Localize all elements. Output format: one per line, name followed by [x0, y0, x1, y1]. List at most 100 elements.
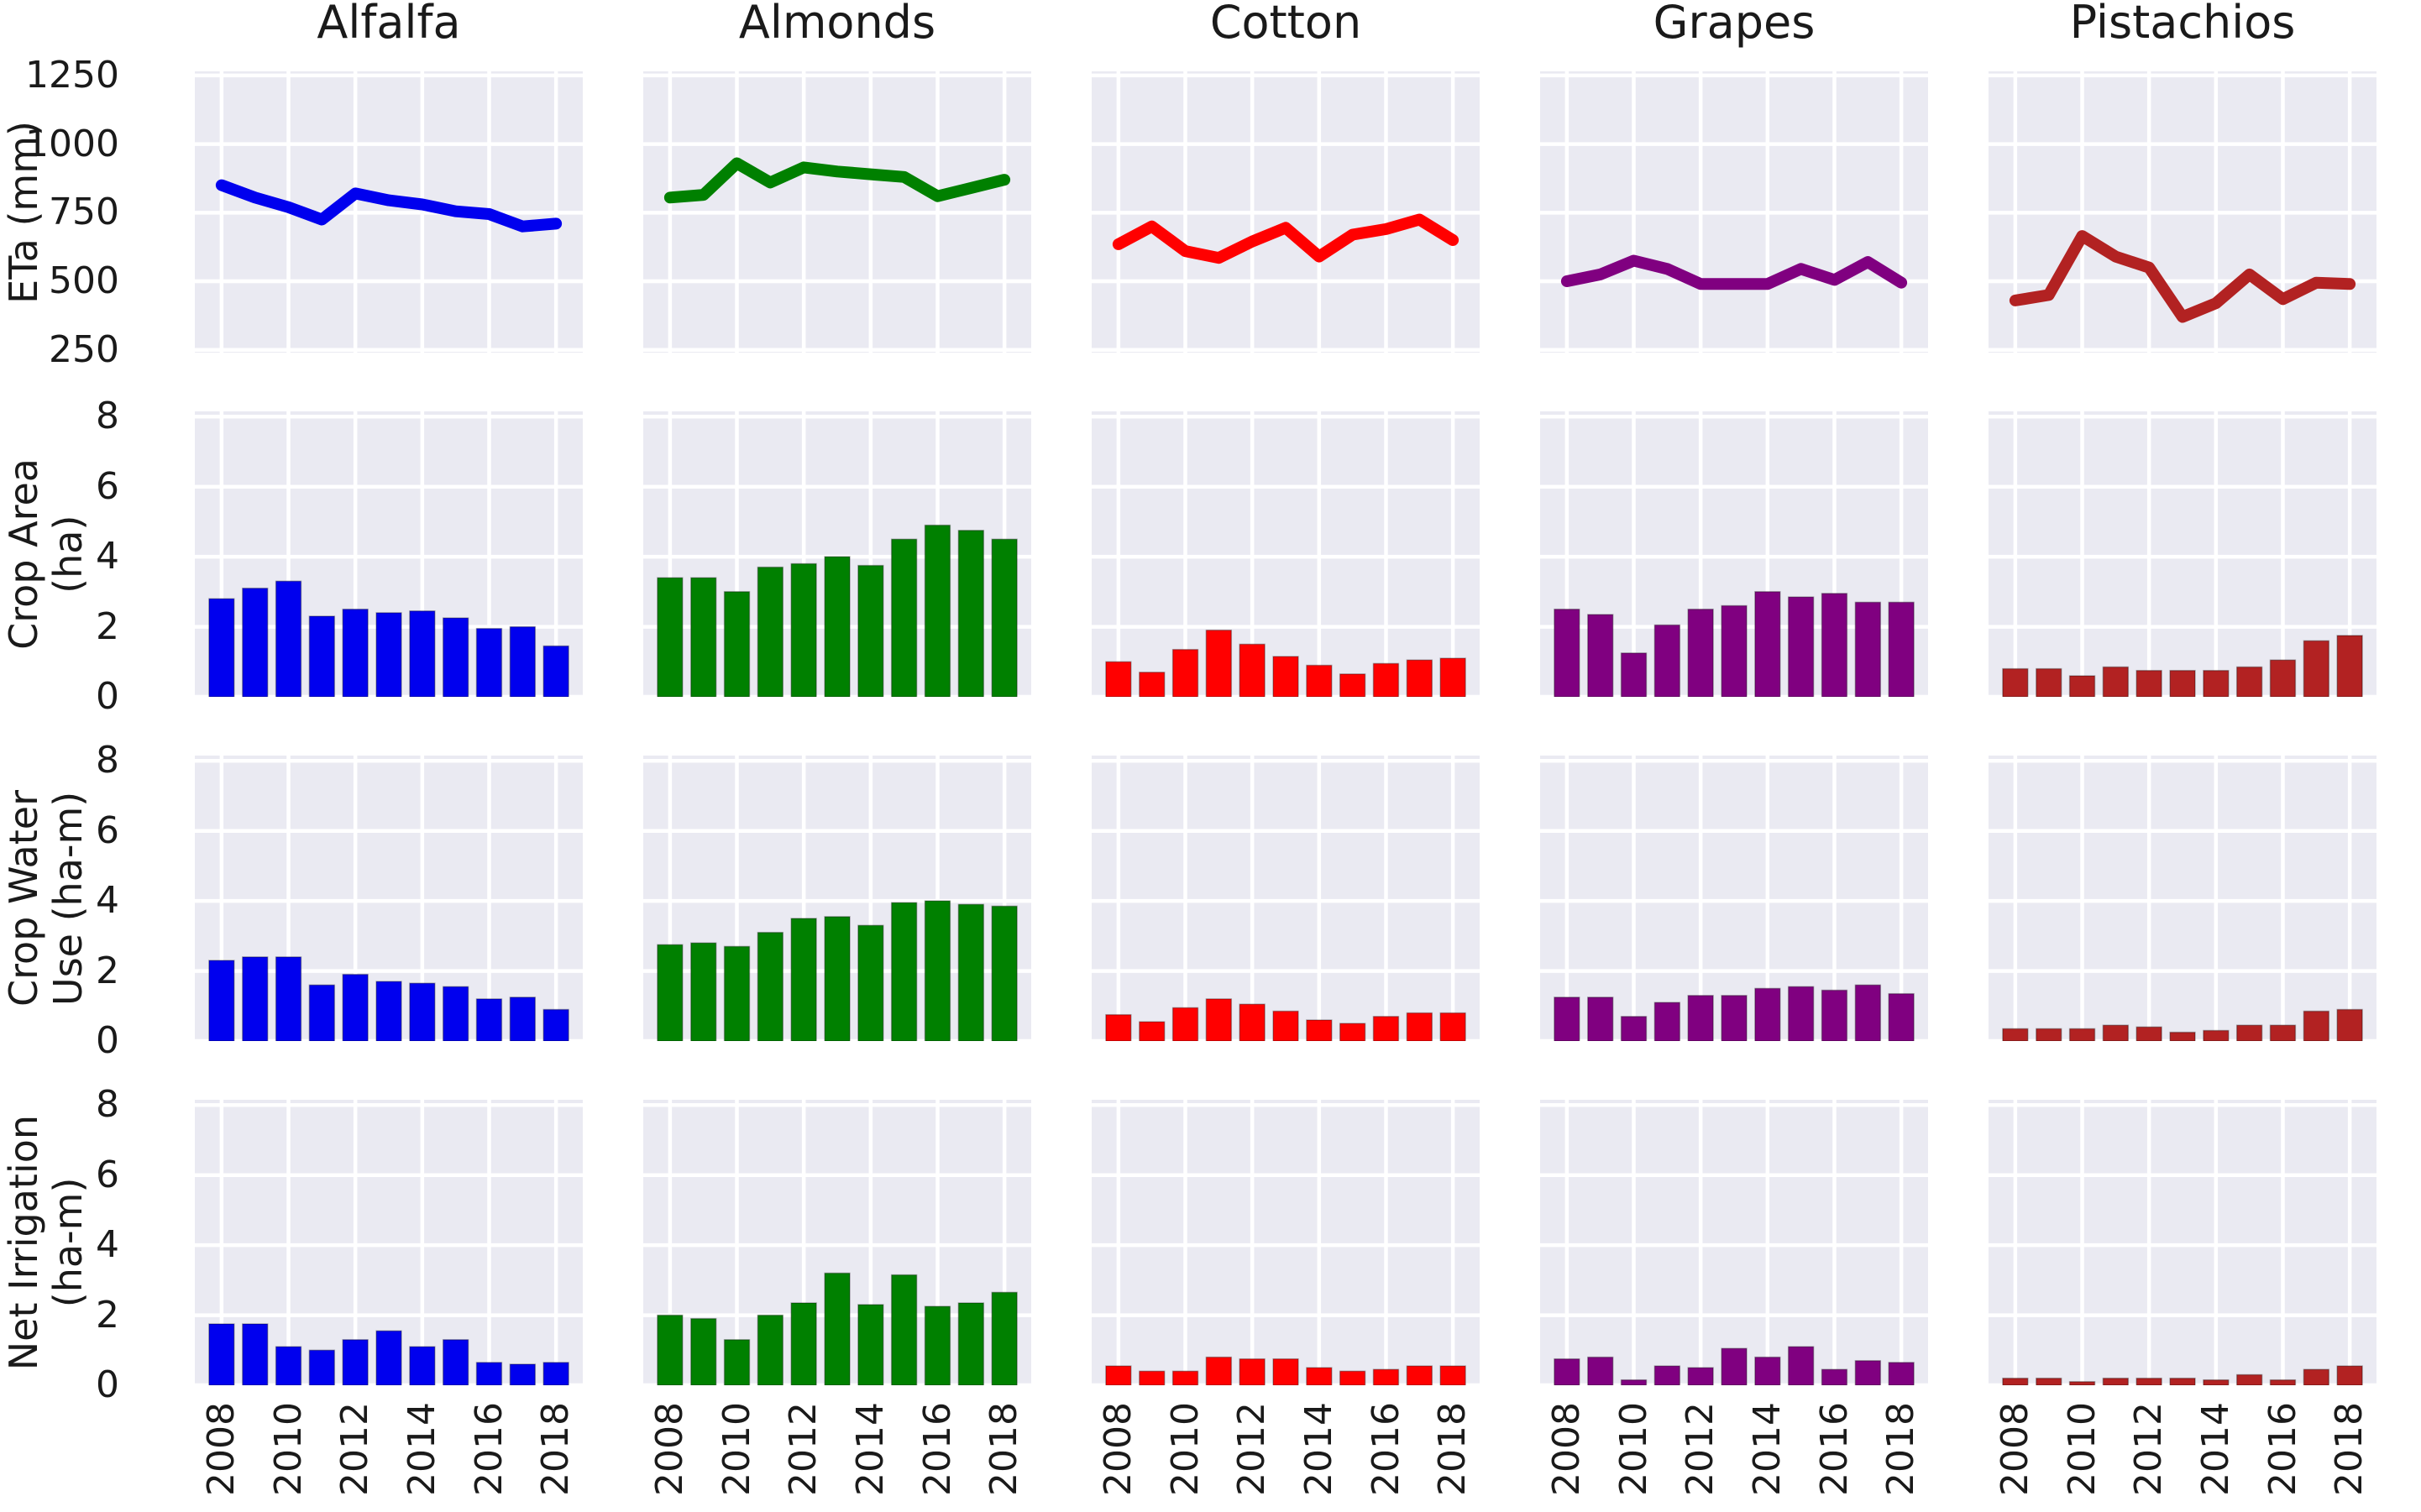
x-tick-label: 2012 — [782, 1402, 825, 1496]
line-series — [1112, 213, 1459, 264]
bar — [1139, 672, 1166, 697]
subplot-canvas — [1540, 1100, 1928, 1385]
bar-series — [208, 1323, 569, 1385]
bar — [2102, 666, 2130, 697]
subplot-canvas — [195, 1100, 583, 1385]
x-tick-label: 2016 — [467, 1402, 511, 1496]
bar — [757, 566, 784, 697]
bar — [1754, 987, 1781, 1041]
column-title-pistachios: Pistachios — [2069, 0, 2296, 49]
bar — [2336, 1008, 2363, 1041]
bar — [1306, 664, 1333, 697]
bar — [890, 1274, 918, 1385]
bar — [2235, 666, 2263, 697]
x-tick-label: 2012 — [1230, 1402, 1274, 1496]
bar — [2269, 659, 2297, 697]
bar — [1554, 608, 1580, 697]
x-tick-labels-grapes: 2008 2010 2012 2014 2016 2018 — [1540, 1385, 1928, 1496]
subplot-canvas — [1092, 411, 1480, 697]
bar — [1239, 1003, 1266, 1041]
bar — [1239, 643, 1266, 697]
bar — [208, 960, 235, 1041]
x-tick-label: 2012 — [2127, 1402, 2171, 1496]
x-axis-gutter — [0, 1385, 134, 1494]
y-axis-label-crop-area: Crop Area (ha) — [1, 458, 91, 650]
bar — [375, 981, 402, 1041]
y-tick-label: 0 — [96, 1019, 119, 1062]
subplot-canvas — [1092, 1100, 1480, 1385]
y-tick-label: 2 — [96, 604, 119, 648]
bar-series — [208, 580, 569, 697]
bar-series — [208, 956, 569, 1041]
bar — [1854, 1360, 1882, 1385]
subplot-pistachios-crop-area — [1989, 411, 2376, 697]
bar — [542, 1362, 569, 1385]
bar — [1587, 614, 1614, 697]
x-tick-label: 2014 — [1297, 1402, 1340, 1496]
bar — [1205, 998, 1233, 1041]
bar — [275, 956, 302, 1041]
bar — [2269, 1379, 2297, 1385]
bar — [1854, 601, 1882, 697]
bar — [657, 944, 684, 1041]
y-tick-label: 4 — [96, 1223, 119, 1267]
subplot-almonds-crop-area — [643, 411, 1031, 697]
bar — [690, 942, 717, 1041]
subplot-canvas — [643, 411, 1031, 697]
bar — [824, 1272, 851, 1385]
bar — [275, 580, 302, 697]
x-tick-label: 2008 — [1544, 1402, 1588, 1496]
bar — [409, 610, 436, 697]
bar — [991, 905, 1018, 1041]
y-tick-label: 2 — [96, 949, 119, 992]
y-axis-label-net-irrigation: Net Irrigation (ha-m) — [1, 1114, 91, 1371]
bar — [1787, 596, 1815, 697]
bar — [1406, 659, 1433, 697]
bar — [924, 900, 951, 1041]
bar — [2135, 669, 2162, 697]
bar — [275, 1346, 302, 1385]
x-tick-label: 2018 — [534, 1402, 578, 1496]
bar — [1171, 1007, 1199, 1041]
bar — [991, 538, 1018, 697]
bar — [723, 1339, 751, 1385]
bar — [1787, 986, 1815, 1041]
bar — [2235, 1024, 2263, 1041]
bar — [1406, 1012, 1433, 1041]
bar — [1687, 608, 1714, 697]
bar — [2102, 1024, 2130, 1041]
bar — [2336, 635, 2363, 697]
bar — [2269, 1024, 2297, 1041]
line-series — [2009, 230, 2356, 323]
y-tick-label: 8 — [96, 1083, 119, 1127]
bar — [2036, 1377, 2062, 1385]
bar — [2002, 1028, 2029, 1041]
bar — [1653, 1002, 1681, 1041]
bar — [2002, 1377, 2029, 1385]
bar — [1687, 995, 1714, 1041]
bar-series — [2002, 1365, 2363, 1385]
bar — [2169, 1031, 2196, 1041]
x-tick-label: 2016 — [1364, 1402, 1407, 1496]
subplot-pistachios-eta — [1989, 71, 2376, 353]
y-tick-label: 750 — [49, 191, 119, 234]
subplot-cotton-net-irrigation — [1092, 1100, 1480, 1385]
bar — [342, 973, 369, 1041]
bar — [1105, 1013, 1132, 1041]
bar — [824, 556, 851, 697]
subplot-cotton-crop-water-use — [1092, 756, 1480, 1041]
subplot-pistachios-net-irrigation — [1989, 1100, 2376, 1385]
bar — [1687, 1367, 1714, 1385]
bar — [1339, 1370, 1366, 1385]
bar — [242, 587, 269, 697]
column-title-cotton: Cotton — [1209, 0, 1362, 49]
bar — [657, 577, 684, 697]
bar-series — [657, 524, 1018, 697]
y-axis-gutter-eta: ETa (mm) 250 500 750 1000 1250 — [0, 56, 134, 368]
x-tick-labels-alfalfa: 2008 2010 2012 2014 2016 2018 — [195, 1385, 583, 1496]
subplot-pistachios-crop-water-use — [1989, 756, 2376, 1041]
x-tick-label: 2010 — [1163, 1402, 1207, 1496]
subplot-canvas — [195, 756, 583, 1041]
bar — [1821, 1368, 1848, 1385]
bar — [2169, 1377, 2196, 1385]
